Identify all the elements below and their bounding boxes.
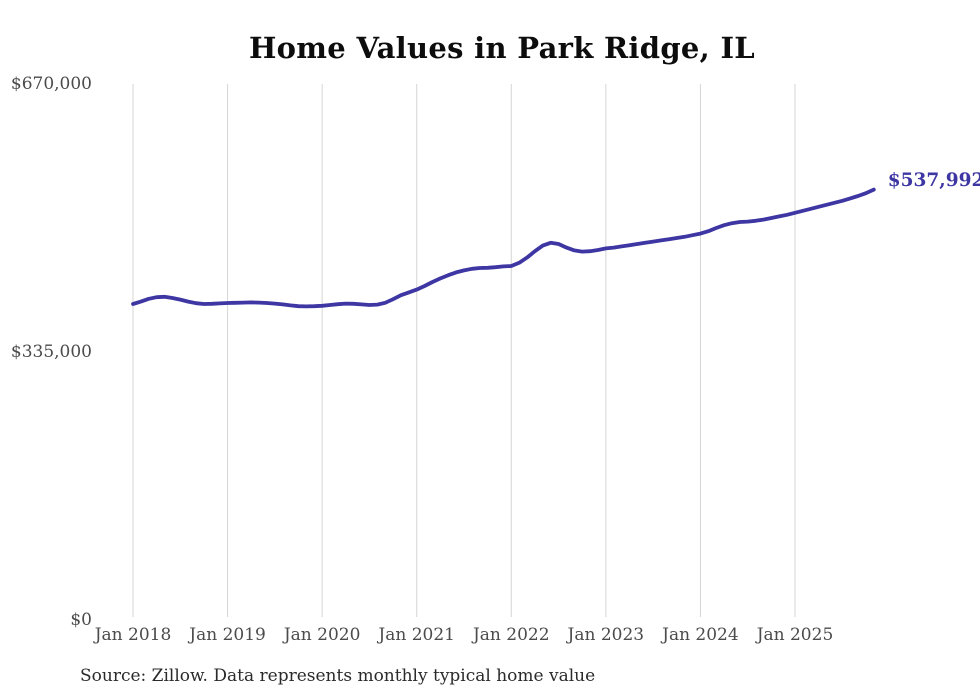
y-axis-label: $670,000 (10, 74, 92, 94)
source-note: Source: Zillow. Data represents monthly … (80, 666, 596, 686)
gridlines-group (132, 84, 796, 617)
chart-title: Home Values in Park Ridge, IL (248, 31, 756, 65)
x-axis-label: Jan 2024 (662, 625, 739, 645)
x-axis-label: Jan 2023 (567, 625, 645, 645)
x-axis-label: Jan 2020 (283, 625, 361, 645)
latest-value-label: $537,992 (887, 169, 980, 191)
x-axis-label: Jan 2019 (189, 625, 266, 645)
x-axis-label: Jan 2022 (472, 625, 550, 645)
y-axis-label: $335,000 (10, 342, 92, 362)
x-axis-label: Jan 2025 (756, 625, 834, 645)
y-axis-label: $0 (70, 610, 92, 630)
x-axis-label: Jan 2021 (378, 625, 455, 645)
home-value-line (131, 187, 876, 309)
x-axis-label: Jan 2018 (94, 625, 172, 645)
